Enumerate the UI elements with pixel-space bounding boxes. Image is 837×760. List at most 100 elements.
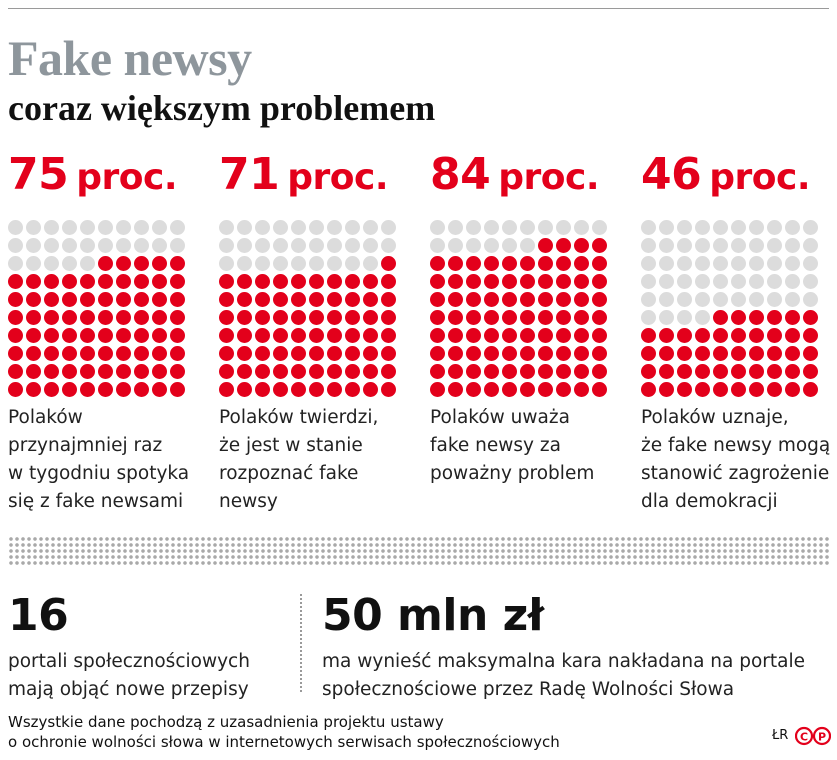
waffle-dot-empty — [641, 310, 656, 325]
waffle-dot-empty — [62, 238, 77, 253]
waffle-dot-empty — [309, 220, 324, 235]
waffle-dot-empty — [26, 220, 41, 235]
waffle-dot-empty — [80, 220, 95, 235]
waffle-dot-filled — [309, 274, 324, 289]
waffle-dot-filled — [731, 310, 746, 325]
description-line: rozpoznać fake — [219, 463, 359, 484]
waffle-dot-filled — [502, 346, 517, 361]
waffle-dot-filled — [152, 274, 167, 289]
waffle-dot-filled — [219, 274, 234, 289]
waffle-dot-empty — [44, 256, 59, 271]
waffle-dot-filled — [327, 274, 342, 289]
waffle-dot-filled — [291, 364, 306, 379]
waffle-dot-filled — [152, 310, 167, 325]
waffle-dot-filled — [62, 328, 77, 343]
waffle-dot-filled — [641, 364, 656, 379]
waffle-dot-empty — [677, 256, 692, 271]
waffle-dot-empty — [767, 238, 782, 253]
description-line: Polaków uważa — [430, 407, 570, 428]
waffle-dot-empty — [237, 256, 252, 271]
waffle-dot-empty — [659, 274, 674, 289]
waffle-dot-filled — [695, 382, 710, 397]
waffle-dot-filled — [803, 382, 818, 397]
waffle-dot-filled — [484, 256, 499, 271]
waffle-dot-filled — [26, 346, 41, 361]
waffle-dot-filled — [327, 292, 342, 307]
waffle-dot-filled — [8, 328, 23, 343]
waffle-dot-filled — [574, 292, 589, 307]
waffle-dot-empty — [785, 220, 800, 235]
waffle-dot-empty — [556, 220, 571, 235]
waffle-dot-filled — [713, 328, 728, 343]
waffle-dot-filled — [363, 346, 378, 361]
waffle-dot-filled — [767, 382, 782, 397]
waffle-dot-filled — [80, 328, 95, 343]
waffle-dot-filled — [255, 292, 270, 307]
waffle-dot-filled — [327, 364, 342, 379]
waffle-dot-empty — [98, 220, 113, 235]
page-title: Fake newsy — [8, 30, 252, 86]
waffle-dot-filled — [170, 256, 185, 271]
waffle-dot-empty — [677, 292, 692, 307]
waffle-dot-filled — [170, 364, 185, 379]
waffle-dot-filled — [26, 310, 41, 325]
waffle-dot-filled — [8, 292, 23, 307]
waffle-dot-filled — [80, 364, 95, 379]
waffle-dot-filled — [170, 292, 185, 307]
waffle-dot-empty — [255, 220, 270, 235]
waffle-dot-filled — [237, 310, 252, 325]
waffle-dot-empty — [574, 220, 589, 235]
waffle-dot-filled — [785, 310, 800, 325]
waffle-dot-filled — [448, 364, 463, 379]
waffle-dot-filled — [641, 382, 656, 397]
waffle-dot-filled — [520, 310, 535, 325]
waffle-dot-filled — [273, 364, 288, 379]
waffle-dot-filled — [731, 346, 746, 361]
waffle-dot-empty — [80, 256, 95, 271]
waffle-dot-empty — [291, 238, 306, 253]
waffle-dot-filled — [170, 310, 185, 325]
waffle-dot-filled — [785, 346, 800, 361]
waffle-dot-filled — [8, 364, 23, 379]
waffle-dot-filled — [116, 274, 131, 289]
waffle-dot-empty — [749, 256, 764, 271]
waffle-dot-filled — [219, 292, 234, 307]
waffle-dot-filled — [237, 346, 252, 361]
waffle-dot-empty — [8, 220, 23, 235]
waffle-dot-empty — [749, 238, 764, 253]
waffle-dot-filled — [556, 292, 571, 307]
waffle-dot-empty — [659, 238, 674, 253]
waffle-dot-empty — [502, 238, 517, 253]
waffle-dot-filled — [502, 256, 517, 271]
waffle-dot-filled — [767, 364, 782, 379]
waffle-dot-filled — [134, 292, 149, 307]
waffle-dot-empty — [749, 220, 764, 235]
waffle-dot-filled — [484, 382, 499, 397]
waffle-dot-empty — [62, 256, 77, 271]
waffle-dot-filled — [44, 382, 59, 397]
waffle-dot-filled — [556, 238, 571, 253]
stat-value: 71 proc. — [219, 150, 424, 203]
waffle-dot-empty — [134, 238, 149, 253]
waffle-dot-empty — [695, 220, 710, 235]
waffle-dot-filled — [430, 364, 445, 379]
waffle-dot-filled — [448, 256, 463, 271]
waffle-dot-filled — [574, 364, 589, 379]
description-line: przynajmniej raz — [8, 435, 163, 456]
waffle-dot-filled — [152, 382, 167, 397]
source-footnote: Wszystkie dane pochodzą z uzasadnienia p… — [8, 712, 560, 752]
waffle-dot-filled — [116, 346, 131, 361]
description-line: społecznościowe przez Radę Wolności Słow… — [322, 679, 735, 700]
waffle-grid — [219, 220, 399, 400]
waffle-dot-filled — [116, 310, 131, 325]
waffle-dot-filled — [219, 364, 234, 379]
author-credit: ŁR — [772, 728, 789, 743]
waffle-dot-filled — [538, 310, 553, 325]
waffle-dot-empty — [803, 292, 818, 307]
waffle-dot-empty — [327, 220, 342, 235]
waffle-dot-filled — [695, 364, 710, 379]
waffle-dot-empty — [731, 274, 746, 289]
waffle-dot-filled — [98, 328, 113, 343]
waffle-dot-filled — [520, 292, 535, 307]
stat-description: Polaków uważa fake newsy za poważny prob… — [430, 404, 640, 488]
